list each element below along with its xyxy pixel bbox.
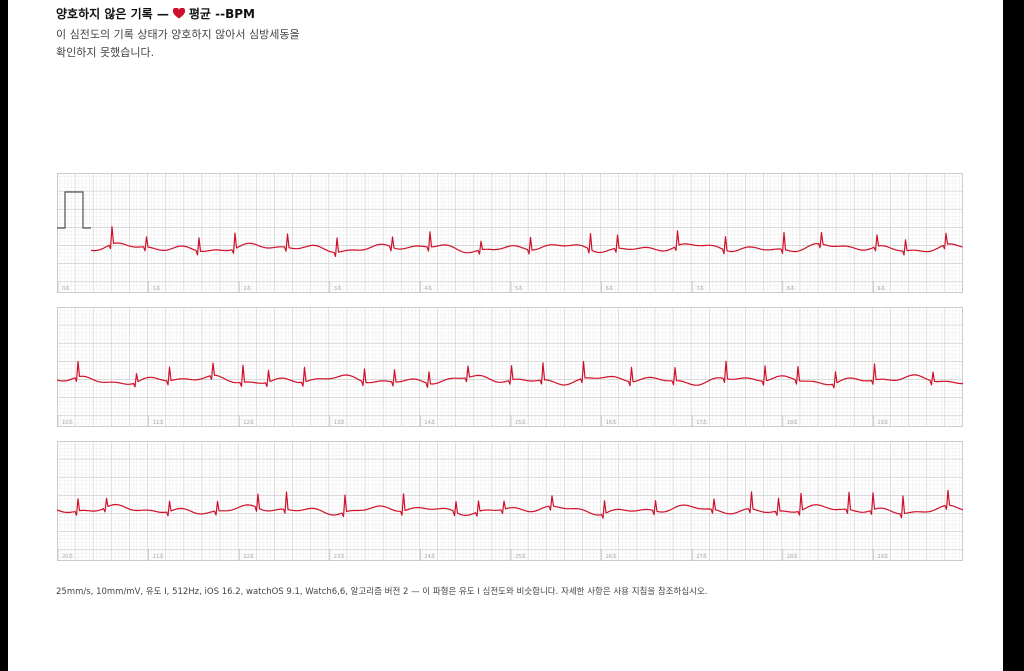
time-label: 4초 — [424, 286, 432, 292]
time-label: 20초 — [62, 554, 73, 560]
ecg-strip: 20초 21초 22초 23초 24초 25초 26초 27초 28초 29초 — [57, 441, 963, 561]
description-line: 이 심전도의 기록 상태가 양호하지 않아서 심방세동을 — [56, 28, 300, 41]
time-label: 23초 — [334, 554, 345, 560]
time-label: 29초 — [877, 554, 888, 560]
time-label: 25초 — [515, 554, 526, 560]
time-label: 24초 — [424, 554, 435, 560]
average-bpm: 평균 --BPM — [188, 7, 255, 21]
time-label: 15초 — [515, 420, 526, 426]
header: 양호하지 않은 기록 — 평균 --BPM — [56, 5, 255, 22]
time-label: 13초 — [334, 420, 345, 426]
time-label: 26초 — [606, 554, 617, 560]
time-label: 28초 — [787, 554, 798, 560]
report-page: 양호하지 않은 기록 — 평균 --BPM 이 심전도의 기록 상태가 양호하지… — [8, 0, 1003, 671]
time-label: 9초 — [877, 286, 885, 292]
ecg-strip: 0초 1초 2초 3초 4초 5초 6초 7초 8초 9초 — [57, 173, 963, 293]
time-label: 16초 — [606, 420, 617, 426]
ecg-trace — [90, 226, 963, 257]
time-label: 10초 — [62, 420, 73, 426]
time-label: 2초 — [243, 286, 251, 292]
ecg-trace — [57, 360, 963, 389]
time-label: 8초 — [787, 286, 795, 292]
footer: 25mm/s, 10mm/mV, 유도 I, 512Hz, iOS 16.2, … — [56, 587, 708, 597]
heart-icon — [172, 8, 185, 19]
time-label: 5초 — [515, 286, 523, 292]
time-label: 18초 — [787, 420, 798, 426]
strip-border — [57, 173, 963, 293]
time-label: 17초 — [696, 420, 707, 426]
time-label: 12초 — [243, 420, 254, 426]
ecg-trace — [57, 489, 963, 519]
time-label: 6초 — [606, 286, 614, 292]
strip-border — [57, 441, 963, 561]
time-label: 11초 — [153, 420, 164, 426]
time-label: 1초 — [153, 286, 161, 292]
title: 양호하지 않은 기록 — — [56, 7, 169, 21]
time-label: 27초 — [696, 554, 707, 560]
time-label: 3초 — [334, 286, 342, 292]
time-label: 0초 — [62, 286, 70, 292]
calibration-pulse — [57, 191, 91, 229]
description-line: 확인하지 못했습니다. — [56, 46, 155, 59]
time-label: 21초 — [153, 554, 164, 560]
ecg-strip: 10초 11초 12초 13초 14초 15초 16초 17초 18초 19초 — [57, 307, 963, 427]
time-label: 7초 — [696, 286, 704, 292]
strip-border — [57, 307, 963, 427]
time-label: 14초 — [424, 420, 435, 426]
time-label: 22초 — [243, 554, 254, 560]
time-label: 19초 — [877, 420, 888, 426]
description: 이 심전도의 기록 상태가 양호하지 않아서 심방세동을 확인하지 못했습니다. — [56, 26, 300, 62]
